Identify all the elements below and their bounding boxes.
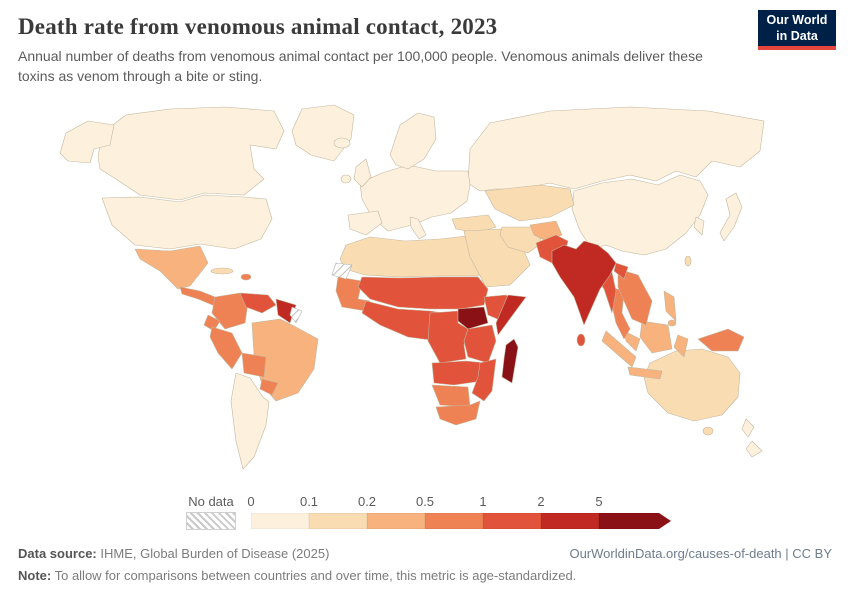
legend-no-data: No data bbox=[185, 494, 237, 530]
legend-tick-1: 0.1 bbox=[299, 494, 319, 509]
region-south-korea[interactable] bbox=[693, 216, 705, 236]
legend-tick-4: 1 bbox=[479, 494, 487, 509]
region-namibia-botswana[interactable] bbox=[431, 384, 471, 408]
region-somalia[interactable] bbox=[495, 294, 527, 336]
region-cuba[interactable] bbox=[210, 267, 234, 275]
legend-tick-3: 0.5 bbox=[415, 494, 435, 509]
region-vietnam-laos[interactable] bbox=[617, 268, 653, 326]
region-china[interactable] bbox=[571, 174, 709, 256]
region-alaska[interactable] bbox=[59, 120, 115, 164]
region-hispaniola[interactable] bbox=[240, 273, 252, 281]
region-italy[interactable] bbox=[409, 216, 427, 240]
legend-tick-labels: 0 0.1 0.2 0.5 1 2 5 bbox=[247, 494, 681, 511]
region-new-zealand-south[interactable] bbox=[745, 440, 763, 458]
region-kenya-tanzania[interactable] bbox=[463, 324, 497, 364]
region-south-sudan-uganda[interactable] bbox=[457, 306, 489, 330]
chart-subtitle: Annual number of deaths from venomous an… bbox=[18, 48, 703, 84]
region-japan[interactable] bbox=[719, 192, 743, 242]
region-sri-lanka[interactable] bbox=[576, 333, 586, 347]
owid-logo-line1: Our World bbox=[766, 12, 828, 27]
region-mozambique-zimbabwe[interactable] bbox=[471, 358, 497, 402]
legend-bin-3[interactable] bbox=[425, 513, 483, 529]
region-bolivia[interactable] bbox=[241, 352, 267, 378]
legend-tick-2: 0.2 bbox=[357, 494, 377, 509]
legend-tick-0: 0 bbox=[247, 494, 255, 509]
region-iberia[interactable] bbox=[347, 210, 383, 236]
region-madagascar[interactable] bbox=[501, 338, 519, 384]
region-bangladesh[interactable] bbox=[613, 262, 629, 280]
chart-title: Death rate from venomous animal contact,… bbox=[18, 14, 498, 39]
region-western-sahara[interactable] bbox=[331, 262, 353, 280]
region-tasmania[interactable] bbox=[702, 426, 714, 436]
region-french-guiana[interactable] bbox=[289, 306, 303, 324]
legend-bin-2[interactable] bbox=[367, 513, 425, 529]
region-paraguay[interactable] bbox=[259, 378, 279, 396]
region-greenland[interactable] bbox=[291, 104, 355, 162]
region-sulawesi[interactable] bbox=[673, 334, 689, 358]
legend-tick-5: 2 bbox=[537, 494, 545, 509]
region-java[interactable] bbox=[627, 366, 663, 380]
region-south-africa[interactable] bbox=[435, 400, 481, 426]
data-source-line: Data source: IHME, Global Burden of Dise… bbox=[18, 546, 329, 561]
region-new-guinea[interactable] bbox=[697, 328, 745, 352]
no-data-label: No data bbox=[188, 494, 234, 509]
region-russia[interactable] bbox=[467, 106, 765, 192]
region-sahel-sudan[interactable] bbox=[357, 276, 489, 310]
region-scandinavia[interactable] bbox=[389, 112, 437, 170]
data-source-label: Data source: bbox=[18, 546, 97, 561]
region-central-asia[interactable] bbox=[484, 184, 575, 222]
region-peru[interactable] bbox=[209, 326, 243, 370]
region-mexico[interactable] bbox=[134, 245, 209, 290]
region-guyanas[interactable] bbox=[275, 298, 297, 324]
chart-footer: Data source: IHME, Global Burden of Dise… bbox=[18, 546, 832, 583]
chart-header: Death rate from venomous animal contact,… bbox=[18, 14, 740, 86]
legend-colorbar: 0 0.1 0.2 0.5 1 2 5 bbox=[247, 494, 681, 529]
world-map bbox=[40, 100, 810, 492]
owid-logo[interactable]: Our World in Data bbox=[758, 10, 836, 50]
region-malaysia[interactable] bbox=[623, 330, 641, 352]
region-iceland[interactable] bbox=[333, 137, 351, 149]
no-data-swatch[interactable] bbox=[186, 512, 236, 530]
legend-bin-0[interactable] bbox=[251, 513, 309, 529]
note-label: Note: bbox=[18, 568, 52, 583]
note-text: To allow for comparisons between countri… bbox=[51, 568, 577, 583]
region-united-states[interactable] bbox=[101, 194, 273, 250]
legend-bin-4[interactable] bbox=[483, 513, 541, 529]
data-source-text: IHME, Global Burden of Disease (2025) bbox=[96, 546, 330, 561]
region-ireland[interactable] bbox=[340, 174, 352, 184]
note-line: Note: To allow for comparisons between c… bbox=[18, 568, 832, 583]
region-venezuela[interactable] bbox=[239, 292, 277, 314]
region-borneo[interactable] bbox=[639, 320, 673, 354]
region-new-zealand-north[interactable] bbox=[741, 418, 755, 438]
region-philippines[interactable] bbox=[663, 290, 677, 322]
region-taiwan[interactable] bbox=[684, 255, 692, 267]
legend-bin-1[interactable] bbox=[309, 513, 367, 529]
legend-tick-6: 5 bbox=[595, 494, 603, 509]
legend-bin-6[interactable] bbox=[599, 513, 671, 529]
region-sumatra[interactable] bbox=[601, 330, 637, 368]
region-canada[interactable] bbox=[97, 106, 285, 201]
legend-bin-5[interactable] bbox=[541, 513, 599, 529]
region-australia[interactable] bbox=[643, 348, 741, 422]
legend-color-segments bbox=[251, 513, 681, 529]
region-united-kingdom[interactable] bbox=[353, 158, 372, 188]
region-argentina-chile[interactable] bbox=[230, 372, 270, 470]
region-india[interactable] bbox=[551, 240, 617, 326]
owid-logo-line2: in Data bbox=[776, 29, 818, 43]
owid-url-link[interactable]: OurWorldinData.org/causes-of-death | CC … bbox=[569, 546, 832, 561]
region-mindanao[interactable] bbox=[667, 319, 677, 327]
